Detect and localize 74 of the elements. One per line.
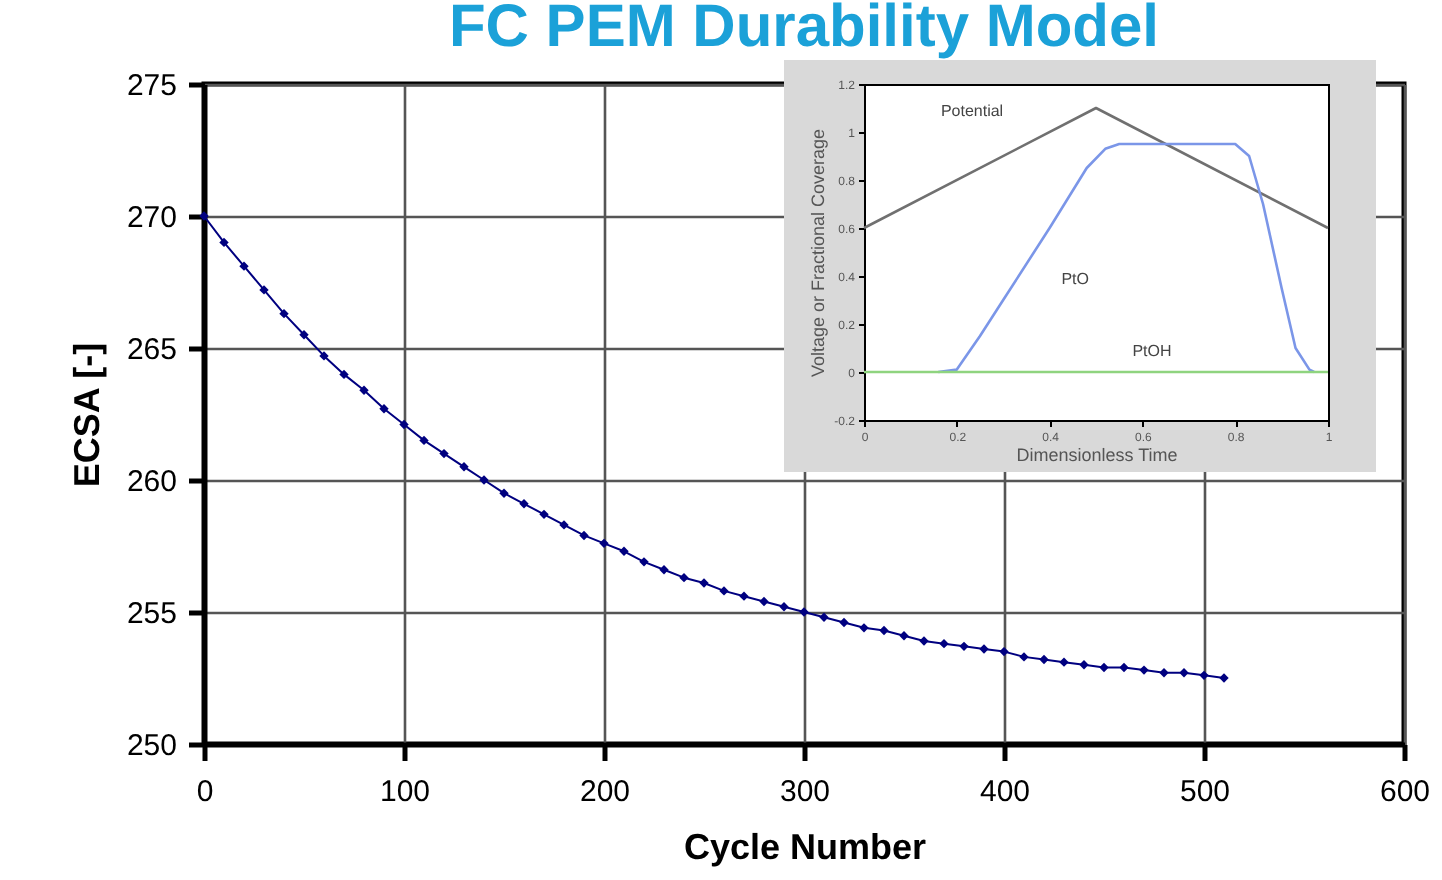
point (279, 308, 289, 319)
point (799, 607, 809, 617)
point (419, 435, 429, 446)
line-series (936, 142, 1316, 374)
y-axis-title: ECSA [-] (66, 342, 107, 488)
point (1119, 662, 1129, 673)
point (1079, 660, 1089, 670)
x-axis-title: Dimensionless Time (1016, 445, 1178, 465)
point (899, 631, 909, 641)
point (739, 591, 749, 601)
point (659, 565, 669, 575)
x-axis-title: Cycle Number (683, 827, 927, 867)
point (379, 404, 389, 414)
x-tick-label: 600 (1379, 775, 1431, 809)
y-tick-label: 260 (126, 465, 177, 499)
point (1179, 668, 1189, 678)
x-tick-label: 100 (379, 775, 431, 809)
point (959, 641, 969, 652)
point (579, 530, 589, 541)
point (759, 596, 769, 607)
point (599, 538, 609, 549)
point (339, 369, 349, 380)
point (979, 644, 989, 654)
point (1159, 668, 1169, 678)
point (1099, 662, 1109, 673)
point (619, 546, 629, 556)
point (819, 612, 829, 622)
point (239, 261, 249, 271)
point (519, 499, 529, 509)
point (939, 638, 949, 649)
point (199, 211, 209, 221)
point (1199, 670, 1209, 681)
series-label: PtOH (1132, 342, 1172, 360)
point (539, 509, 549, 520)
point (559, 520, 569, 530)
point (879, 625, 889, 636)
point (1019, 652, 1029, 662)
point (319, 351, 329, 361)
point (399, 419, 409, 430)
point (859, 623, 869, 633)
point (719, 586, 729, 596)
x-tick-label: 200 (579, 775, 631, 809)
point (359, 385, 369, 395)
point (459, 462, 469, 472)
point (1059, 657, 1069, 667)
point (999, 646, 1009, 657)
y-tick-label: 265 (126, 333, 177, 367)
point (1039, 654, 1049, 665)
text: PtO (1061, 270, 1089, 288)
y-tick-label: 275 (126, 69, 177, 103)
x-tick-label: 400 (979, 775, 1031, 809)
point (639, 557, 649, 567)
y-tick-label: 255 (126, 597, 177, 631)
point (219, 237, 229, 248)
point (679, 572, 689, 583)
point (1139, 665, 1149, 675)
y-tick-label: 250 (126, 729, 177, 763)
point (919, 636, 929, 646)
point (259, 285, 269, 295)
point (499, 488, 509, 498)
point (299, 330, 309, 340)
x-tick-label: 300 (779, 775, 831, 809)
x-tick-label: 500 (1179, 775, 1231, 809)
y-axis-title: Voltage or Fractional Coverage (808, 128, 829, 378)
point (479, 475, 489, 485)
point (699, 578, 709, 588)
point (839, 617, 849, 628)
chart-title: FC PEM Durability Model (448, 0, 1160, 60)
point (1219, 673, 1229, 683)
point (439, 448, 449, 459)
text: Potential (940, 102, 1004, 120)
x-tick-label: 0 (196, 775, 214, 809)
y-tick-label: 270 (126, 201, 177, 235)
point (779, 602, 789, 612)
